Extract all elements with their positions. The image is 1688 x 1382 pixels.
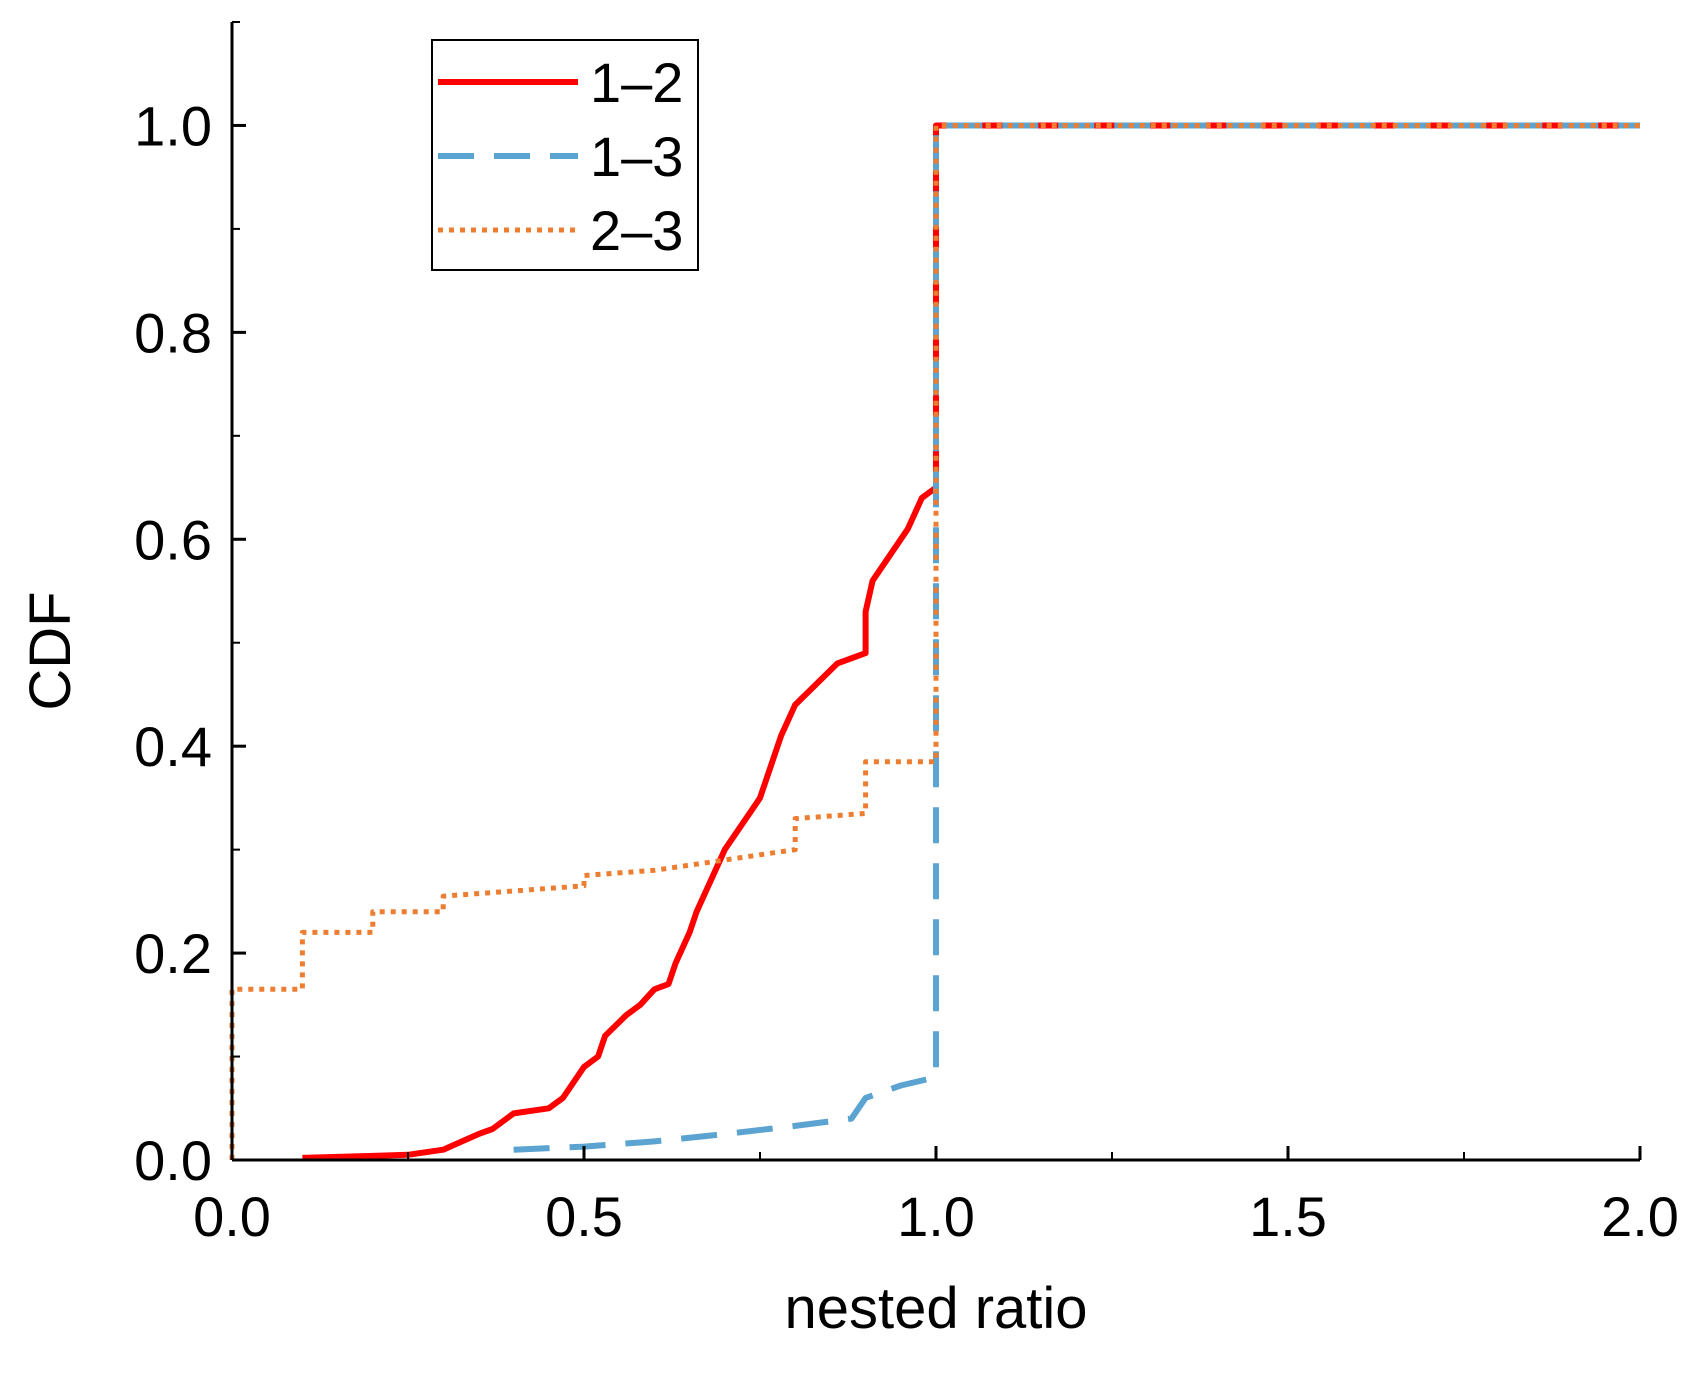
series-line-1 <box>302 122 1640 1161</box>
x-tick-label: 1.5 <box>1249 1185 1327 1248</box>
x-axis-label: nested ratio <box>784 1276 1087 1341</box>
x-tick-label: 0.0 <box>193 1185 271 1248</box>
legend: 1–2 1–3 2–3 <box>431 39 699 271</box>
y-tick-label: 1.0 <box>134 94 212 157</box>
series-line-2 <box>513 122 1640 1153</box>
legend-label-3: 2–3 <box>590 199 683 262</box>
x-tick-label: 0.5 <box>545 1185 623 1248</box>
y-tick-label: 0.6 <box>134 508 212 571</box>
y-tick-label: 0.4 <box>134 715 212 778</box>
y-axis-label: CDF <box>18 591 83 710</box>
x-tick-label: 1.0 <box>897 1185 975 1248</box>
x-tick-label: 2.0 <box>1601 1185 1679 1248</box>
y-tick-label: 0.0 <box>134 1129 212 1192</box>
y-tick-label: 0.8 <box>134 301 212 364</box>
series-layer <box>229 122 1640 1161</box>
legend-label-1: 1–2 <box>590 51 683 114</box>
legend-label-2: 1–3 <box>590 125 683 188</box>
y-tick-label: 0.2 <box>134 922 212 985</box>
series-line-3 <box>229 123 1640 1160</box>
ticks: 0.0 0.5 1.0 1.5 2.0 0.0 0.2 0.4 0.6 0.8 1.0 <box>134 21 1679 1248</box>
